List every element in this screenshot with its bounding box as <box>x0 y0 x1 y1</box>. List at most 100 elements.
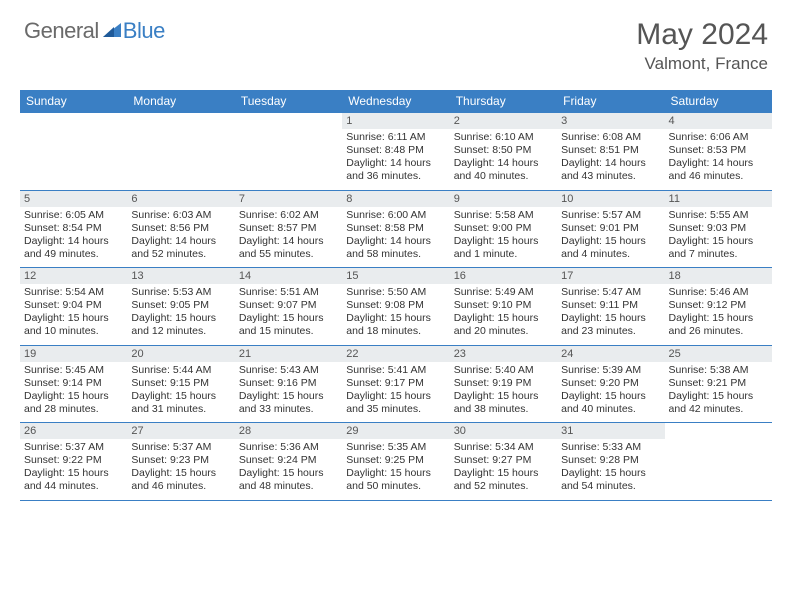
weekday-header: Sunday <box>20 90 127 113</box>
sunrise-text: Sunrise: 6:10 AM <box>454 131 553 144</box>
daylight-text: Daylight: 14 hours <box>131 235 230 248</box>
daylight-text: and 4 minutes. <box>561 248 660 261</box>
day-details: Sunrise: 5:45 AMSunset: 9:14 PMDaylight:… <box>20 364 127 423</box>
calendar-week-row: 26Sunrise: 5:37 AMSunset: 9:22 PMDayligh… <box>20 423 772 500</box>
sunset-text: Sunset: 8:50 PM <box>454 144 553 157</box>
sunset-text: Sunset: 9:05 PM <box>131 299 230 312</box>
daylight-text: and 58 minutes. <box>346 248 445 261</box>
day-details: Sunrise: 6:10 AMSunset: 8:50 PMDaylight:… <box>450 131 557 190</box>
daylight-text: Daylight: 15 hours <box>239 312 338 325</box>
day-number: 8 <box>342 191 449 207</box>
header: General Blue May 2024 Valmont, France <box>0 0 792 82</box>
day-number: 16 <box>450 268 557 284</box>
day-details: Sunrise: 5:37 AMSunset: 9:22 PMDaylight:… <box>20 441 127 500</box>
daylight-text: and 7 minutes. <box>669 248 768 261</box>
day-number: 3 <box>557 113 664 129</box>
day-details: Sunrise: 5:40 AMSunset: 9:19 PMDaylight:… <box>450 364 557 423</box>
day-number: 24 <box>557 346 664 362</box>
daylight-text: Daylight: 15 hours <box>561 312 660 325</box>
daylight-text: and 52 minutes. <box>454 480 553 493</box>
daylight-text: and 46 minutes. <box>669 170 768 183</box>
calendar-table: SundayMondayTuesdayWednesdayThursdayFrid… <box>20 90 772 500</box>
sunset-text: Sunset: 8:56 PM <box>131 222 230 235</box>
calendar-week-row: 1Sunrise: 6:11 AMSunset: 8:48 PMDaylight… <box>20 113 772 191</box>
weekday-header: Monday <box>127 90 234 113</box>
sunrise-text: Sunrise: 6:02 AM <box>239 209 338 222</box>
sunrise-text: Sunrise: 5:45 AM <box>24 364 123 377</box>
sunrise-text: Sunrise: 5:46 AM <box>669 286 768 299</box>
daylight-text: and 49 minutes. <box>24 248 123 261</box>
weekday-header: Friday <box>557 90 664 113</box>
daylight-text: Daylight: 15 hours <box>669 235 768 248</box>
day-details: Sunrise: 6:00 AMSunset: 8:58 PMDaylight:… <box>342 209 449 268</box>
calendar-day-cell <box>235 113 342 191</box>
calendar-header-row: SundayMondayTuesdayWednesdayThursdayFrid… <box>20 90 772 113</box>
daylight-text: Daylight: 15 hours <box>346 390 445 403</box>
logo-text-blue: Blue <box>123 18 165 44</box>
sunset-text: Sunset: 9:04 PM <box>24 299 123 312</box>
sunset-text: Sunset: 9:22 PM <box>24 454 123 467</box>
day-number: 11 <box>665 191 772 207</box>
daylight-text: and 33 minutes. <box>239 403 338 416</box>
calendar-day-cell: 11Sunrise: 5:55 AMSunset: 9:03 PMDayligh… <box>665 190 772 268</box>
sunrise-text: Sunrise: 6:03 AM <box>131 209 230 222</box>
calendar-day-cell: 28Sunrise: 5:36 AMSunset: 9:24 PMDayligh… <box>235 423 342 500</box>
day-number: 13 <box>127 268 234 284</box>
calendar-day-cell: 13 Sunrise: 5:53 AMSunset: 9:05 PMDayligh… <box>127 268 234 346</box>
day-details: Sunrise: 5:39 AMSunset: 9:20 PMDaylight:… <box>557 364 664 423</box>
calendar-day-cell: 6 Sunrise: 6:03 AMSunset: 8:56 PMDaylight… <box>127 190 234 268</box>
sunrise-text: Sunrise: 6:00 AM <box>346 209 445 222</box>
calendar-day-cell: 9Sunrise: 5:58 AMSunset: 9:00 PMDaylight… <box>450 190 557 268</box>
day-details: Sunrise: 5:54 AMSunset: 9:04 PMDaylight:… <box>20 286 127 345</box>
day-details: Sunrise: 5:46 AMSunset: 9:12 PMDaylight:… <box>665 286 772 345</box>
day-details: Sunrise: 6:05 AMSunset: 8:54 PMDaylight:… <box>20 209 127 268</box>
calendar-day-cell: 1Sunrise: 6:11 AMSunset: 8:48 PMDaylight… <box>342 113 449 191</box>
daylight-text: Daylight: 15 hours <box>346 467 445 480</box>
daylight-text: Daylight: 15 hours <box>131 467 230 480</box>
calendar-day-cell: 10Sunrise: 5:57 AMSunset: 9:01 PMDayligh… <box>557 190 664 268</box>
calendar-day-cell: 27Sunrise: 5:37 AMSunset: 9:23 PMDayligh… <box>127 423 234 500</box>
day-details: Sunrise: 5:49 AMSunset: 9:10 PMDaylight:… <box>450 286 557 345</box>
calendar-day-cell: 31Sunrise: 5:33 AMSunset: 9:28 PMDayligh… <box>557 423 664 500</box>
sunset-text: Sunset: 8:51 PM <box>561 144 660 157</box>
daylight-text: and 15 minutes. <box>239 325 338 338</box>
calendar-day-cell: 8 Sunrise: 6:00 AMSunset: 8:58 PMDaylight… <box>342 190 449 268</box>
day-details: Sunrise: 6:08 AMSunset: 8:51 PMDaylight:… <box>557 131 664 190</box>
daylight-text: Daylight: 14 hours <box>346 157 445 170</box>
calendar-day-cell: 26Sunrise: 5:37 AMSunset: 9:22 PMDayligh… <box>20 423 127 500</box>
daylight-text: Daylight: 15 hours <box>24 390 123 403</box>
calendar-day-cell: 16 Sunrise: 5:49 AMSunset: 9:10 PMDayligh… <box>450 268 557 346</box>
day-details: Sunrise: 5:37 AMSunset: 9:23 PMDaylight:… <box>127 441 234 500</box>
daylight-text: Daylight: 15 hours <box>561 235 660 248</box>
weekday-header: Tuesday <box>235 90 342 113</box>
day-details: Sunrise: 6:03 AMSunset: 8:56 PMDaylight:… <box>127 209 234 268</box>
day-number: 25 <box>665 346 772 362</box>
daylight-text: and 23 minutes. <box>561 325 660 338</box>
day-number: 6 <box>127 191 234 207</box>
daylight-text: and 48 minutes. <box>239 480 338 493</box>
day-details: Sunrise: 5:51 AMSunset: 9:07 PMDaylight:… <box>235 286 342 345</box>
sunrise-text: Sunrise: 6:08 AM <box>561 131 660 144</box>
sunrise-text: Sunrise: 5:44 AM <box>131 364 230 377</box>
daylight-text: and 44 minutes. <box>24 480 123 493</box>
day-details: Sunrise: 6:06 AMSunset: 8:53 PMDaylight:… <box>665 131 772 190</box>
weekday-header: Wednesday <box>342 90 449 113</box>
sunset-text: Sunset: 9:12 PM <box>669 299 768 312</box>
sunset-text: Sunset: 9:07 PM <box>239 299 338 312</box>
daylight-text: Daylight: 15 hours <box>669 390 768 403</box>
daylight-text: and 46 minutes. <box>131 480 230 493</box>
sunset-text: Sunset: 9:01 PM <box>561 222 660 235</box>
day-number: 12 <box>20 268 127 284</box>
day-details: Sunrise: 5:53 AMSunset: 9:05 PMDaylight:… <box>127 286 234 345</box>
sunset-text: Sunset: 9:28 PM <box>561 454 660 467</box>
daylight-text: and 1 minute. <box>454 248 553 261</box>
calendar-day-cell: 23Sunrise: 5:40 AMSunset: 9:19 PMDayligh… <box>450 345 557 423</box>
day-number: 1 <box>342 113 449 129</box>
day-details: Sunrise: 5:44 AMSunset: 9:15 PMDaylight:… <box>127 364 234 423</box>
sunrise-text: Sunrise: 5:41 AM <box>346 364 445 377</box>
daylight-text: and 55 minutes. <box>239 248 338 261</box>
day-details: Sunrise: 5:35 AMSunset: 9:25 PMDaylight:… <box>342 441 449 500</box>
sunset-text: Sunset: 9:08 PM <box>346 299 445 312</box>
calendar-day-cell: 3 Sunrise: 6:08 AMSunset: 8:51 PMDaylight… <box>557 113 664 191</box>
calendar-day-cell: 7Sunrise: 6:02 AMSunset: 8:57 PMDaylight… <box>235 190 342 268</box>
